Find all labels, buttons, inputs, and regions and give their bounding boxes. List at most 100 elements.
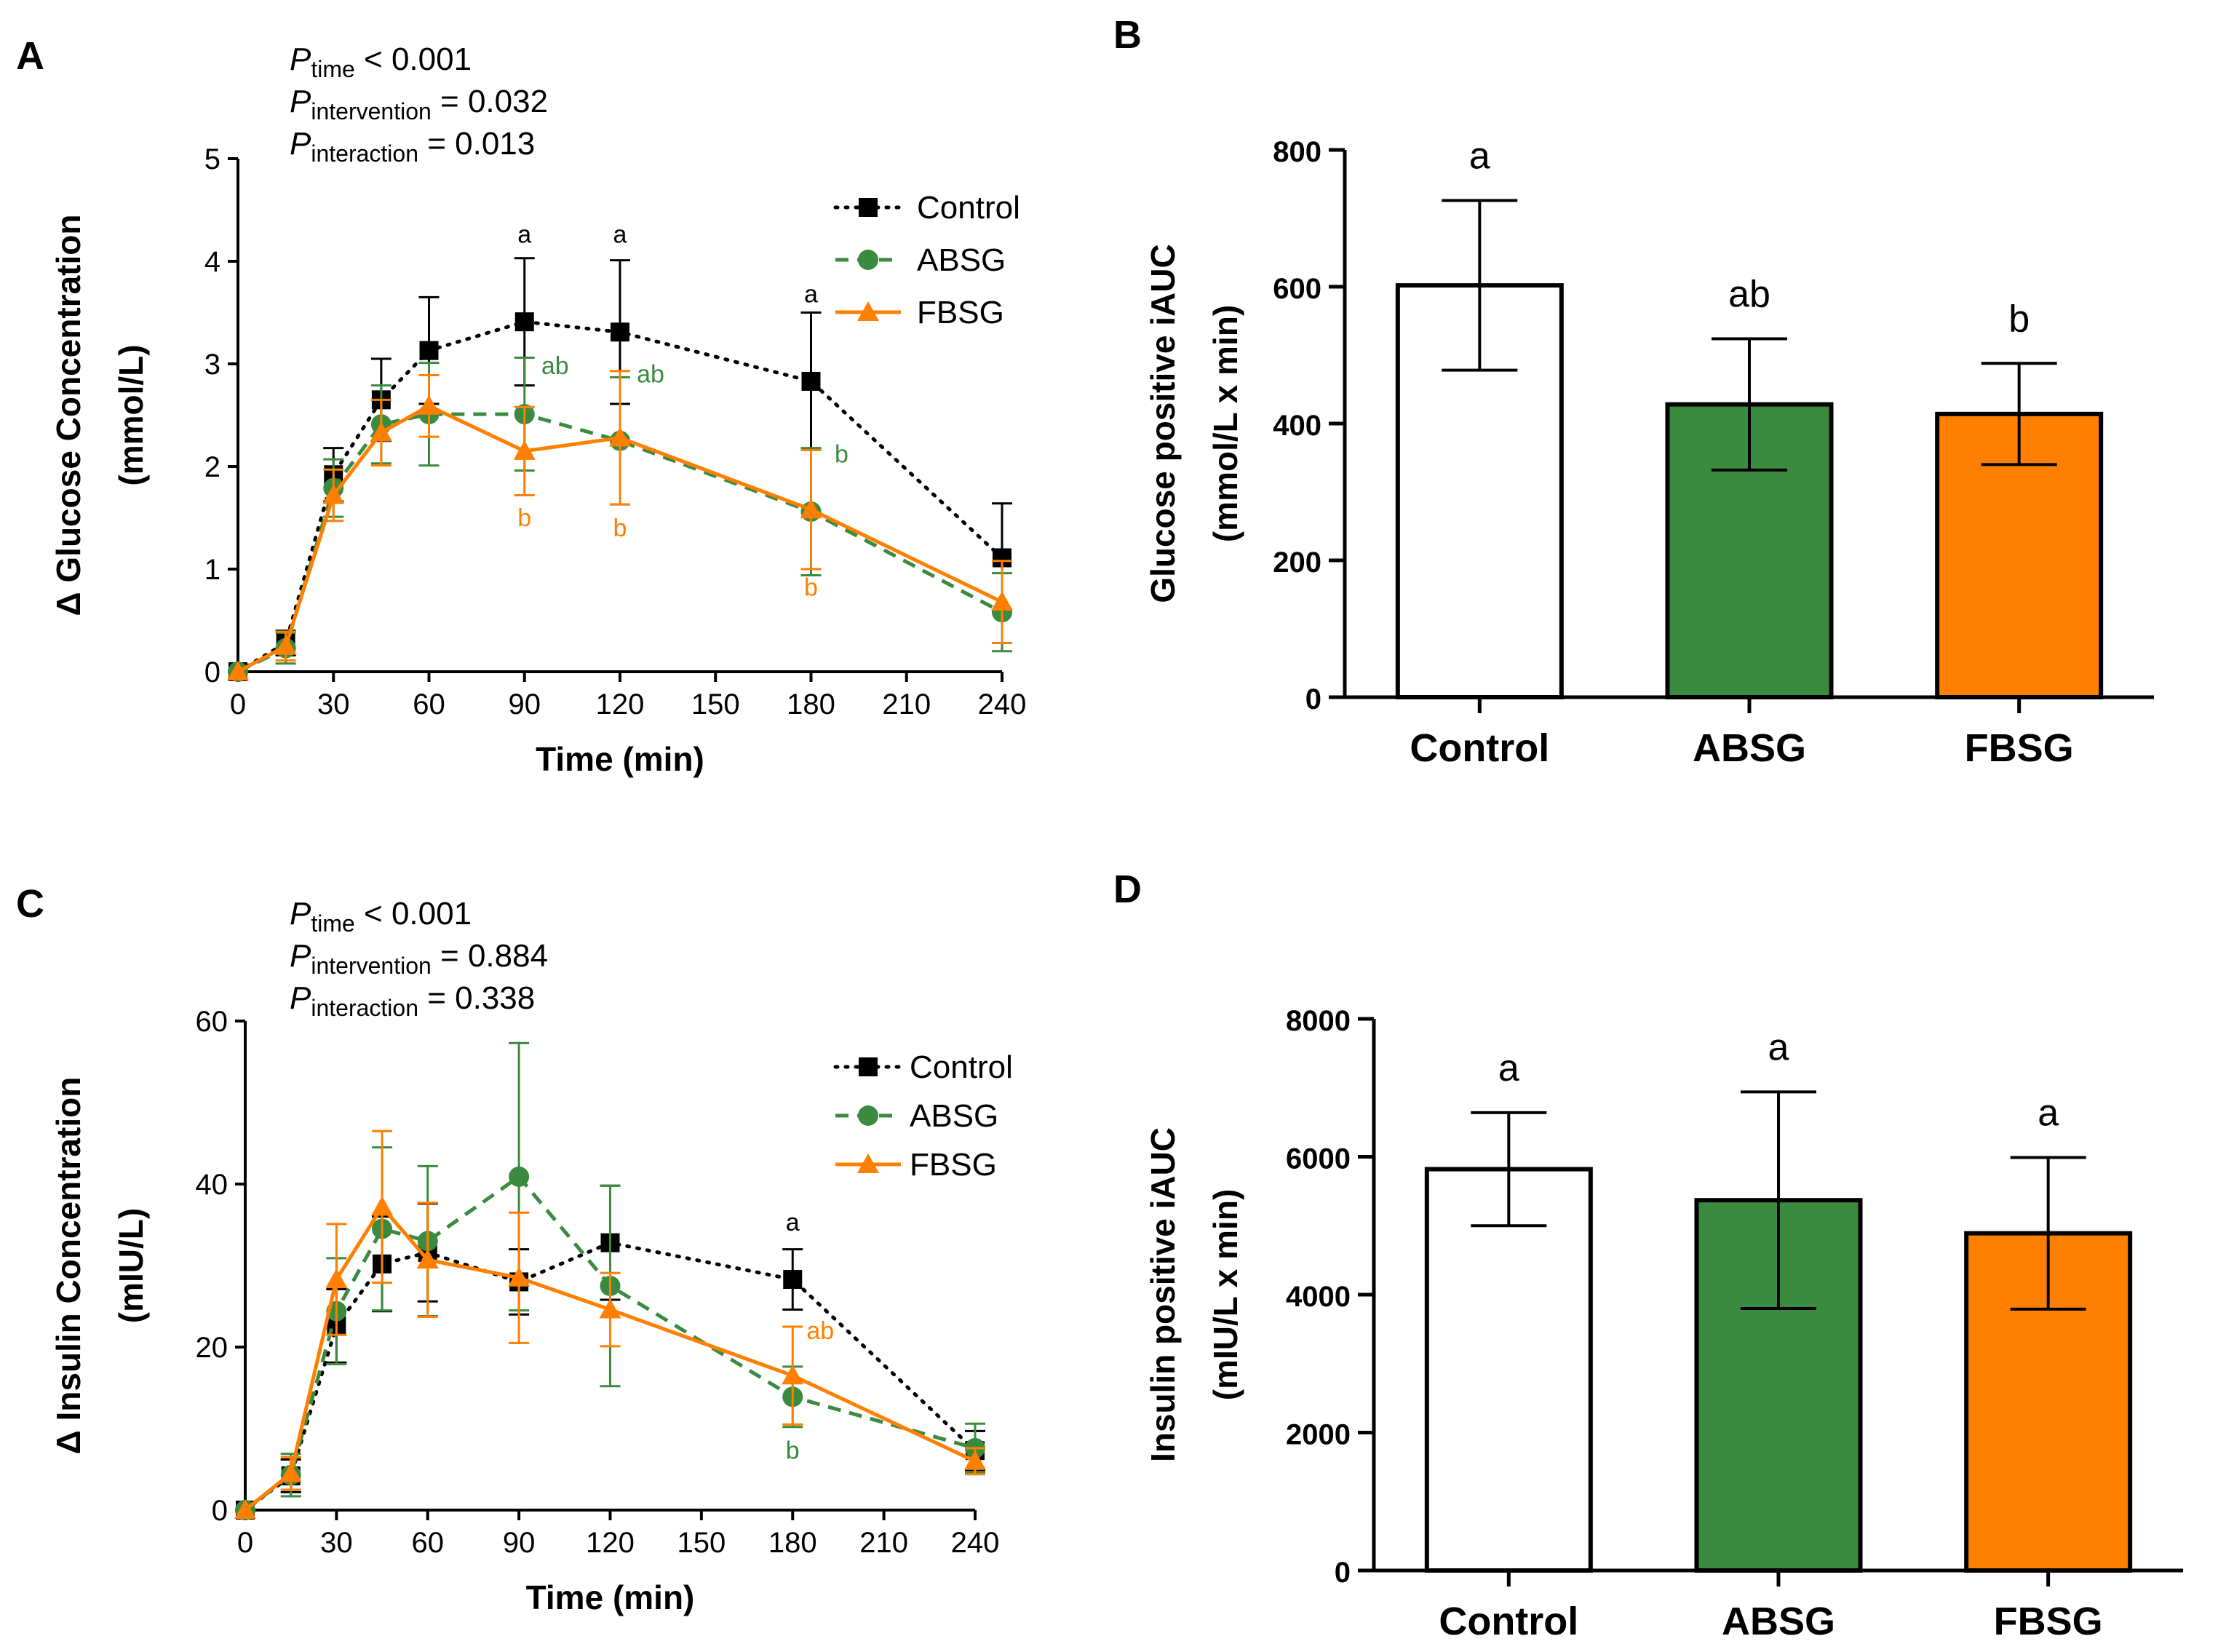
data-point — [325, 1268, 348, 1289]
legend-entry-absg: ABSG — [835, 242, 1006, 278]
data-point — [234, 1499, 256, 1519]
legend-label: Control — [910, 1049, 1013, 1085]
significance-letter: a — [1469, 135, 1490, 178]
stat-subscript: time — [311, 910, 354, 937]
y-tick-label: 2 — [204, 451, 220, 483]
x-tick-label: 30 — [317, 688, 350, 720]
data-point — [508, 1266, 530, 1287]
series-line — [236, 412, 1003, 674]
y-tick-label: 6000 — [1286, 1143, 1351, 1175]
y-tick-label: 0 — [212, 1495, 228, 1527]
stat-symbol: P — [290, 126, 311, 162]
y-tick-label: 400 — [1273, 410, 1321, 442]
legend-entry-absg: ABSG — [835, 1098, 998, 1134]
panel-letter: D — [1113, 867, 1142, 911]
y-tick-label: 4 — [204, 246, 220, 278]
panel-letter: B — [1113, 13, 1142, 57]
legend-marker — [859, 1057, 878, 1076]
significance-letter: a — [517, 221, 531, 249]
data-point — [609, 426, 631, 447]
category-label: ABSG — [1693, 726, 1806, 770]
data-point — [227, 661, 249, 680]
data-point — [514, 312, 534, 332]
data-point — [800, 499, 822, 519]
x-tick-label: 180 — [768, 1527, 817, 1559]
legend-marker — [859, 198, 878, 217]
category-label: ABSG — [1722, 1600, 1835, 1643]
stat-value: = 0.884 — [432, 938, 548, 974]
legend-marker — [858, 1105, 878, 1126]
legend-marker — [858, 250, 878, 270]
y-axis-label: Insulin positive iAUC (mIU/L x min) — [1144, 1127, 1244, 1462]
y-tick-label: 40 — [196, 1169, 228, 1201]
significance-letter: a — [786, 1209, 800, 1236]
data-point — [801, 371, 821, 391]
significance-letter: b — [613, 515, 627, 542]
legend-label: ABSG — [910, 1098, 998, 1134]
significance-letter: ab — [1728, 273, 1770, 315]
stat-symbol: P — [290, 84, 311, 119]
y-tick-label: 0 — [204, 656, 220, 688]
x-tick-label: 240 — [951, 1527, 1000, 1559]
series-fbsg — [234, 1129, 986, 1519]
legend-entry-control: Control — [833, 1049, 1013, 1085]
bar-control — [1424, 1167, 1593, 1573]
stat-value: < 0.001 — [355, 896, 472, 932]
stat-subscript: intervention — [311, 953, 431, 979]
legend-label: FBSG — [917, 295, 1004, 330]
significance-letter: b — [517, 504, 531, 532]
panel-b-glucose-iauc-bar-chart: B Glucose positive iAUC (mmol/L x min) 0 200… — [1113, 13, 2154, 770]
data-point — [783, 1270, 803, 1290]
stat-value: < 0.001 — [355, 41, 472, 77]
y-tick-label: 4000 — [1286, 1281, 1351, 1313]
y-tick-label: 60 — [196, 1006, 228, 1038]
x-tick-label: 240 — [978, 688, 1027, 720]
x-tick-label: 120 — [596, 688, 645, 720]
category-label: Control — [1439, 1600, 1578, 1643]
stat-subscript: interaction — [311, 995, 418, 1021]
data-point — [274, 635, 297, 655]
y-tick-label: 800 — [1273, 136, 1321, 168]
stat-symbol: P — [290, 41, 311, 77]
y-axis-label-line: Δ Glucose Concentration — [49, 215, 87, 616]
stat-line: Pintervention = 0.884 — [290, 938, 548, 979]
y-axis-label-line: Glucose positive iAUC — [1144, 244, 1182, 603]
significance-letter: b — [786, 1437, 800, 1464]
legend-entry-control: Control — [833, 190, 1020, 226]
legend-marker — [857, 1153, 879, 1173]
x-tick-label: 60 — [412, 1527, 445, 1559]
data-point — [370, 421, 392, 442]
stat-line: Ptime < 0.001 — [290, 41, 472, 82]
stat-subscript: intervention — [311, 98, 431, 124]
significance-letter: b — [835, 440, 848, 468]
legend-marker — [857, 301, 879, 321]
y-tick-label: 8000 — [1286, 1005, 1351, 1037]
data-point — [599, 1298, 621, 1319]
y-tick-label: 2000 — [1286, 1419, 1351, 1451]
y-axis-label-line: Δ Insulin Concentration — [49, 1077, 87, 1455]
legend-label: FBSG — [910, 1147, 997, 1183]
legend-label: ABSG — [917, 242, 1006, 278]
significance-letter: b — [804, 574, 818, 602]
data-point — [419, 341, 439, 360]
series-fbsg — [227, 370, 1013, 680]
x-tick-label: 0 — [237, 1527, 253, 1559]
stat-line: Ptime < 0.001 — [290, 896, 472, 937]
data-point — [513, 440, 536, 460]
series-line — [244, 1174, 976, 1512]
legend-entry-fbsg: FBSG — [835, 1147, 997, 1183]
y-axis-label-line: (mIU/L x min) — [1207, 1189, 1244, 1401]
stat-line: Pinteraction = 0.338 — [290, 980, 535, 1021]
significance-letter: b — [2008, 298, 2030, 340]
x-tick-label: 150 — [691, 688, 740, 720]
legend-label: Control — [917, 190, 1020, 226]
stat-value: = 0.032 — [432, 84, 548, 119]
x-tick-label: 120 — [586, 1527, 635, 1559]
significance-letter: a — [804, 280, 818, 308]
x-tick-label: 210 — [859, 1527, 908, 1559]
stat-symbol: P — [290, 938, 311, 974]
y-tick-label: 5 — [204, 143, 220, 175]
y-axis-label-line: (mmol/L) — [112, 344, 150, 485]
significance-letter: ab — [541, 352, 569, 380]
